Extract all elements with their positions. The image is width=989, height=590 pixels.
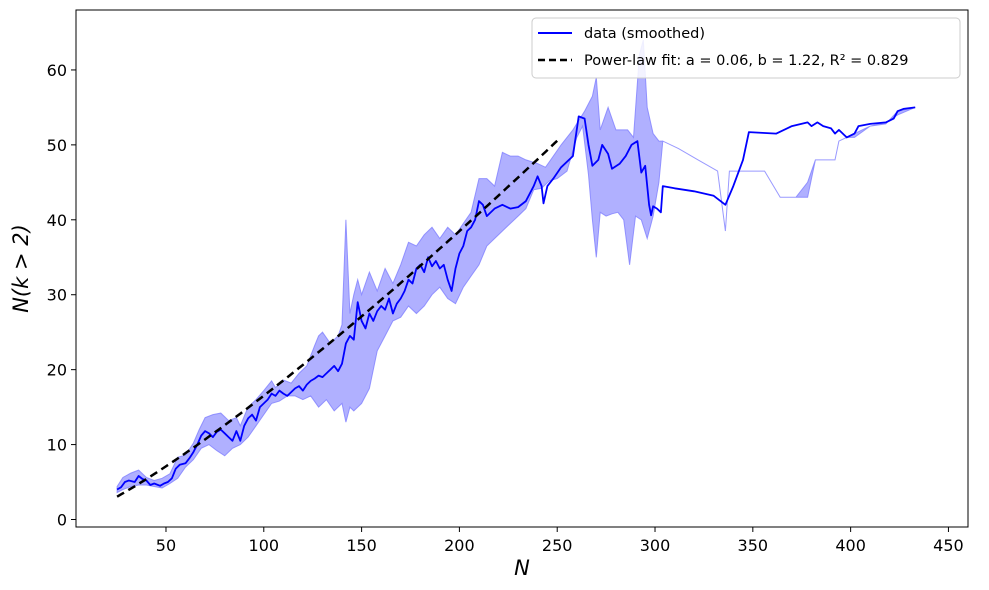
legend: data (smoothed) Power-law fit: a = 0.06,… [531, 17, 961, 79]
x-tick-label: 450 [933, 536, 964, 555]
legend-label-smoothed: data (smoothed) [584, 26, 705, 42]
y-axis-label: N(k > 2) [9, 224, 33, 313]
axes-frame [75, 9, 969, 528]
fit-line-power-law [116, 138, 561, 498]
series-line-smoothed [116, 106, 916, 491]
y-tick-label: 20 [47, 361, 67, 380]
axes [75, 9, 969, 528]
variance-band [116, 39, 916, 494]
plot-area [116, 39, 916, 498]
x-tick-label: 400 [835, 536, 866, 555]
y-tick-label: 50 [47, 136, 67, 155]
x-tick-label: 200 [444, 536, 475, 555]
x-tick-label: 100 [249, 536, 280, 555]
plot-content [116, 39, 916, 498]
tick-marks: 50 100 150 200 250 300 350 400 450 0 10 20 30 40 50 60 [47, 61, 964, 555]
x-tick-label: 150 [346, 536, 377, 555]
y-tick-label: 10 [47, 436, 67, 455]
x-tick-label: 250 [542, 536, 573, 555]
legend-label-fit: Power-law fit: a = 0.06, b = 1.22, R² = … [584, 53, 908, 69]
x-tick-label: 300 [640, 536, 671, 555]
y-tick-label: 60 [47, 61, 67, 80]
y-tick-label: 0 [57, 511, 67, 530]
x-tick-label: 350 [738, 536, 769, 555]
y-tick-label: 40 [47, 211, 67, 230]
legend-box [531, 17, 961, 79]
y-tick-label: 30 [47, 286, 67, 305]
x-tick-label: 50 [156, 536, 176, 555]
x-axis-label: N [514, 556, 530, 580]
